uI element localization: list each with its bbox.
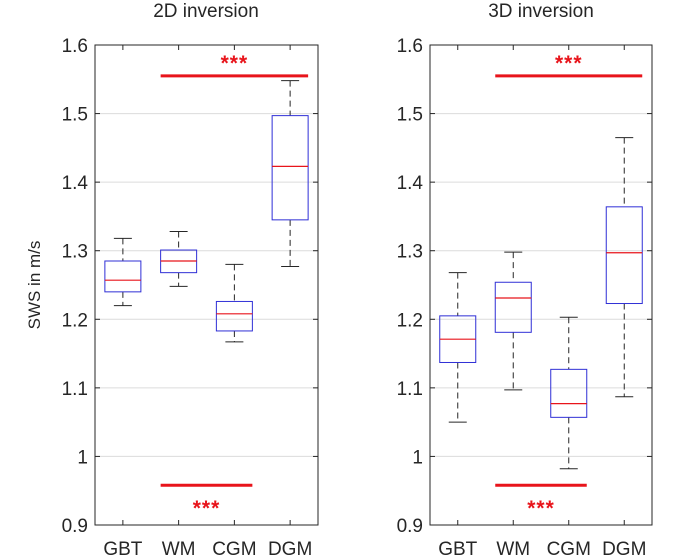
significance-label: *** — [193, 497, 221, 520]
y-tick-label: 1.1 — [397, 379, 423, 400]
x-tick-label: CGM — [212, 539, 256, 556]
box-wm — [160, 231, 198, 287]
y-tick-label: 1 — [77, 447, 88, 468]
panel-title-3d: 3D inversion — [488, 1, 594, 22]
axes-frame — [94, 44, 319, 526]
panel-2d-inversion: 2D inversion 0.9 1 1.1 1.2 1.3 1.4 1.5 1.6 GBT WM… — [62, 1, 319, 556]
box-iqr — [271, 115, 309, 221]
y-tick-label: 1 — [412, 447, 423, 468]
x-tick-label: GBT — [438, 539, 477, 556]
axes-frame — [429, 44, 653, 526]
box-iqr — [494, 281, 532, 333]
box-cgm — [215, 263, 253, 343]
y-axis-label: SWS in m/s — [25, 241, 44, 330]
significance-marker: *** — [495, 52, 643, 78]
significance-marker: *** — [160, 483, 253, 520]
significance-label: *** — [527, 497, 555, 520]
x-tick-label: WM — [496, 539, 530, 556]
y-tick-label: 1.2 — [62, 310, 88, 331]
box-iqr — [215, 300, 253, 332]
box-iqr — [550, 368, 588, 418]
box-iqr — [605, 206, 643, 305]
x-tick-label: GBT — [103, 539, 142, 556]
y-tick-label: 1.3 — [62, 242, 88, 263]
panel-title-2d: 2D inversion — [153, 1, 259, 22]
y-tick-label: 1.5 — [397, 105, 423, 126]
y-tick-label: 1.4 — [397, 173, 424, 194]
box-wm — [494, 251, 532, 391]
x-tick-label: WM — [162, 539, 196, 556]
y-tick-label: 0.9 — [62, 516, 88, 537]
y-tick-label: 1.3 — [397, 242, 423, 263]
y-tick-label: 1.6 — [62, 36, 88, 57]
y-tick-label: 1.5 — [62, 105, 88, 126]
box-cgm — [550, 316, 588, 470]
y-tick-label: 0.9 — [397, 516, 423, 537]
box-dgm — [605, 137, 643, 398]
significance-marker: *** — [495, 483, 587, 520]
box-gbt — [104, 237, 142, 307]
y-tick-label: 1.6 — [397, 36, 423, 57]
x-tick-label: DGM — [602, 539, 646, 556]
panel-3d-inversion: 3D inversion 0.9 1 1.1 1.2 1.3 1.4 1.5 1.6 GBT WM… — [397, 1, 653, 556]
box-dgm — [271, 80, 309, 267]
box-iqr — [104, 260, 142, 293]
y-tick-label: 1.2 — [397, 310, 423, 331]
x-tick-label: DGM — [268, 539, 312, 556]
x-tick-label: CGM — [547, 539, 591, 556]
significance-marker: *** — [160, 52, 309, 78]
significance-label: *** — [555, 52, 583, 75]
box-gbt — [439, 272, 477, 423]
y-tick-label: 1.1 — [62, 379, 88, 400]
y-tick-label: 1.4 — [62, 173, 89, 194]
significance-label: *** — [221, 52, 249, 75]
